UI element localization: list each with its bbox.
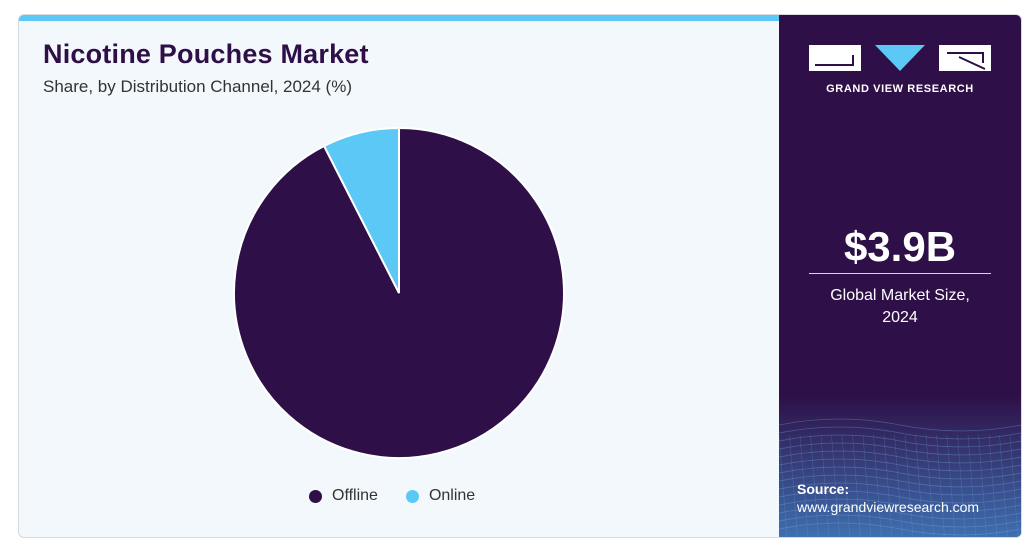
legend-label-online: Online bbox=[428, 487, 476, 504]
pie-slice-online bbox=[322, 126, 400, 294]
chart-card: Nicotine Pouches Market Share, by Distri… bbox=[18, 14, 1022, 538]
legend-label-offline: Offline bbox=[332, 487, 378, 504]
divider bbox=[809, 273, 991, 274]
decorative-wave-pattern bbox=[779, 395, 1021, 537]
chart-title: Nicotine Pouches Market bbox=[43, 39, 369, 69]
legend-item-offline: Offline bbox=[309, 487, 378, 505]
source-link[interactable]: www.grandviewresearch.com bbox=[797, 499, 980, 515]
legend-swatch-online bbox=[405, 489, 419, 503]
chart-legend: Offline Online bbox=[309, 487, 475, 505]
market-size-label: Global Market Size, 2024 bbox=[779, 285, 1021, 329]
chart-subtitle: Share, by Distribution Channel, 2024 (%) bbox=[43, 77, 352, 96]
market-size-label-line2: 2024 bbox=[882, 309, 918, 326]
side-panel: GRAND VIEW RESEARCH $3.9B Global Market … bbox=[779, 15, 1021, 537]
legend-swatch-offline bbox=[309, 489, 322, 503]
source-label: Source: bbox=[797, 481, 850, 497]
grand-view-research-logo-icon bbox=[809, 45, 991, 71]
legend-item-online: Online bbox=[405, 487, 476, 505]
pie-chart bbox=[233, 126, 565, 459]
market-size-value: $3.9B bbox=[843, 223, 957, 270]
accent-bar bbox=[19, 15, 779, 21]
brand-name: GRAND VIEW RESEARCH bbox=[826, 83, 974, 95]
market-size-label-line1: Global Market Size, bbox=[830, 287, 970, 304]
